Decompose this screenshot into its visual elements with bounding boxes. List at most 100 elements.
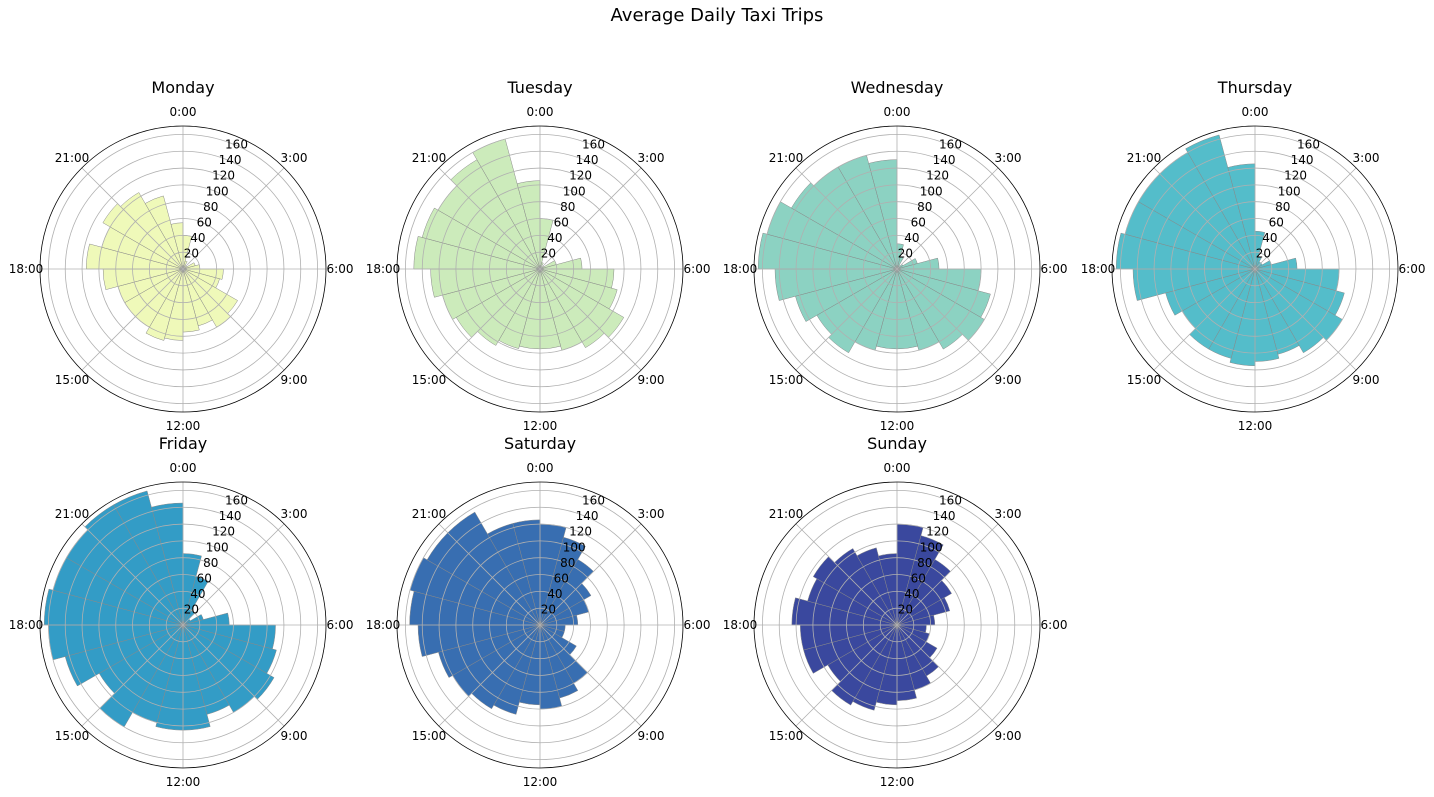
ring-gridline-80 xyxy=(472,557,608,693)
theta-tick-label: 15:00 xyxy=(412,729,447,743)
bar-hour-22 xyxy=(113,490,184,626)
r-tick-label-160: 160 xyxy=(582,494,605,508)
polar-frame xyxy=(39,125,327,413)
theta-tick-label: 0:00 xyxy=(170,461,197,475)
ring-gridline-40 xyxy=(148,590,218,660)
radial-gridline xyxy=(1254,167,1357,270)
ring-gridline-160 xyxy=(48,134,318,404)
theta-tick-label: 21:00 xyxy=(412,507,447,521)
ring-gridline-140 xyxy=(421,150,659,388)
ring-gridline-140 xyxy=(64,506,302,744)
r-tick-label-40: 40 xyxy=(904,231,919,245)
theta-tick-label: 9:00 xyxy=(995,373,1022,387)
ring-gridline-160 xyxy=(1120,134,1390,404)
subplot-grid: 204060801001201401600:003:006:009:0012:0… xyxy=(9,78,1426,789)
ring-gridline-40 xyxy=(148,234,218,304)
theta-tick-label: 6:00 xyxy=(1399,262,1426,276)
ring-gridline-60 xyxy=(489,574,591,676)
r-tick-label-80: 80 xyxy=(560,200,575,214)
radial-gridline xyxy=(539,268,642,371)
ring-gridline-100 xyxy=(1170,184,1340,354)
r-tick-label-100: 100 xyxy=(563,540,586,554)
theta-tick-label: 6:00 xyxy=(684,618,711,632)
theta-tick-label: 21:00 xyxy=(55,151,90,165)
theta-tick-label: 0:00 xyxy=(884,461,911,475)
theta-tick-label: 6:00 xyxy=(1041,262,1068,276)
ring-gridline-60 xyxy=(489,218,591,320)
r-tick-label-120: 120 xyxy=(1284,169,1307,183)
theta-tick-label: 21:00 xyxy=(1127,151,1162,165)
r-tick-label-20: 20 xyxy=(898,603,913,617)
ring-gridline-20 xyxy=(1237,251,1273,287)
r-tick-label-20: 20 xyxy=(541,247,556,261)
r-tick-label-40: 40 xyxy=(547,587,562,601)
theta-tick-label: 21:00 xyxy=(55,507,90,521)
radial-gridline xyxy=(81,167,184,270)
radial-gridline xyxy=(1254,268,1357,371)
ring-gridline-160 xyxy=(762,490,1032,760)
radial-gridline xyxy=(438,523,541,626)
subplot-title: Friday xyxy=(159,434,208,453)
ring-gridline-60 xyxy=(1204,218,1306,320)
radial-gridline xyxy=(81,624,184,727)
ring-gridline-160 xyxy=(762,134,1032,404)
theta-tick-label: 21:00 xyxy=(769,507,804,521)
radial-gridline xyxy=(896,268,999,371)
ring-gridline-120 xyxy=(81,167,285,371)
radial-gridline xyxy=(438,268,541,371)
r-tick-label-80: 80 xyxy=(917,556,932,570)
ring-gridline-60 xyxy=(846,218,948,320)
theta-tick-label: 9:00 xyxy=(995,729,1022,743)
bar-hour-22 xyxy=(856,547,898,626)
ring-gridline-120 xyxy=(438,523,642,727)
r-tick-label-40: 40 xyxy=(904,587,919,601)
r-tick-label-40: 40 xyxy=(190,587,205,601)
subplot-title: Monday xyxy=(151,78,214,97)
r-tick-label-140: 140 xyxy=(219,509,242,523)
radial-gridline xyxy=(182,268,285,371)
radial-gridline xyxy=(795,624,898,727)
r-tick-label-160: 160 xyxy=(225,494,248,508)
radial-gridline xyxy=(539,523,642,626)
polar-frame xyxy=(39,481,327,769)
ring-gridline-20 xyxy=(879,607,915,643)
theta-tick-label: 9:00 xyxy=(1353,373,1380,387)
theta-tick-label: 15:00 xyxy=(1127,373,1162,387)
theta-tick-label: 21:00 xyxy=(412,151,447,165)
r-tick-label-40: 40 xyxy=(1262,231,1277,245)
bar-hour-22 xyxy=(144,195,184,270)
theta-tick-label: 18:00 xyxy=(366,262,401,276)
radial-gridline xyxy=(795,167,898,270)
r-tick-label-20: 20 xyxy=(184,247,199,261)
ring-gridline-140 xyxy=(1136,150,1374,388)
ring-gridline-60 xyxy=(846,574,948,676)
theta-tick-label: 12:00 xyxy=(1238,419,1273,433)
ring-gridline-120 xyxy=(795,523,999,727)
r-tick-label-80: 80 xyxy=(1275,200,1290,214)
subplot-title: Wednesday xyxy=(851,78,944,97)
subplot-title: Tuesday xyxy=(506,78,572,97)
ring-gridline-60 xyxy=(132,574,234,676)
polar-frame xyxy=(753,481,1041,769)
theta-tick-label: 0:00 xyxy=(1242,105,1269,119)
theta-tick-label: 12:00 xyxy=(523,775,558,789)
theta-tick-label: 18:00 xyxy=(723,262,758,276)
r-tick-label-100: 100 xyxy=(920,540,943,554)
polar-frame xyxy=(396,481,684,769)
ring-gridline-20 xyxy=(165,251,201,287)
theta-tick-label: 9:00 xyxy=(638,373,665,387)
radial-gridline xyxy=(438,167,541,270)
theta-tick-label: 3:00 xyxy=(638,151,665,165)
ring-gridline-100 xyxy=(98,184,268,354)
theta-tick-label: 9:00 xyxy=(281,729,308,743)
radial-gridline xyxy=(896,167,999,270)
r-tick-label-160: 160 xyxy=(939,494,962,508)
r-tick-label-160: 160 xyxy=(939,138,962,152)
r-tick-label-100: 100 xyxy=(206,184,229,198)
theta-tick-label: 3:00 xyxy=(995,507,1022,521)
theta-tick-label: 18:00 xyxy=(9,618,44,632)
theta-tick-label: 3:00 xyxy=(281,507,308,521)
radial-gridline xyxy=(182,523,285,626)
